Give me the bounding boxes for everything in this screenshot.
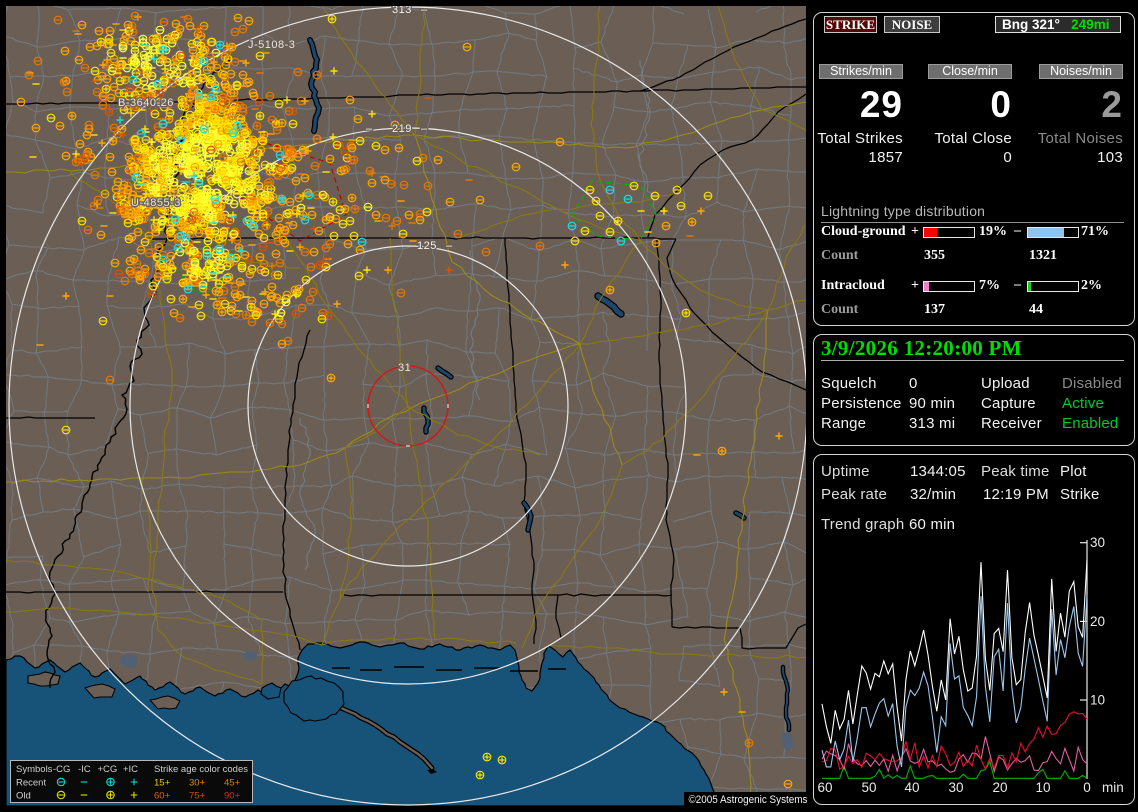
svg-text:20: 20 xyxy=(1090,614,1105,629)
svg-text:219: 219 xyxy=(392,123,412,135)
svg-text:10: 10 xyxy=(1035,780,1050,795)
svg-text:-CG: -CG xyxy=(53,764,70,775)
svg-text:40: 40 xyxy=(904,780,919,795)
svg-text:+CG: +CG xyxy=(98,764,118,775)
svg-text:–: – xyxy=(446,240,453,252)
svg-text:45+: 45+ xyxy=(224,778,241,789)
svg-text:–: – xyxy=(421,123,428,135)
svg-text:10: 10 xyxy=(1090,693,1105,708)
svg-text:Old: Old xyxy=(16,791,31,802)
svg-text:60: 60 xyxy=(817,780,832,795)
svg-text:+IC: +IC xyxy=(123,764,138,775)
svg-text:15+: 15+ xyxy=(154,778,171,789)
svg-text:–: – xyxy=(421,4,428,16)
svg-text:50: 50 xyxy=(861,780,876,795)
svg-text:31: 31 xyxy=(398,362,411,374)
svg-text:Strike age color codes: Strike age color codes xyxy=(154,764,248,775)
svg-text:-IC: -IC xyxy=(78,764,91,775)
svg-text:313: 313 xyxy=(392,4,412,16)
svg-text:30: 30 xyxy=(948,780,963,795)
svg-text:75+: 75+ xyxy=(189,791,206,802)
svg-text:B-3640-26: B-3640-26 xyxy=(118,97,174,109)
svg-text:30: 30 xyxy=(1090,535,1105,550)
svg-text:0: 0 xyxy=(1083,780,1091,795)
svg-text:U-4855-3: U-4855-3 xyxy=(131,197,181,209)
svg-text:60+: 60+ xyxy=(154,791,171,802)
svg-text:–: – xyxy=(366,123,373,135)
svg-text:J-5108-3: J-5108-3 xyxy=(248,39,295,51)
svg-text:Symbols: Symbols xyxy=(16,764,53,775)
svg-text:min: min xyxy=(1102,780,1124,795)
svg-text:Recent: Recent xyxy=(16,778,46,789)
svg-text:20: 20 xyxy=(992,780,1007,795)
svg-text:125: 125 xyxy=(417,240,437,252)
svg-text:90+: 90+ xyxy=(224,791,241,802)
svg-text:30+: 30+ xyxy=(189,778,206,789)
